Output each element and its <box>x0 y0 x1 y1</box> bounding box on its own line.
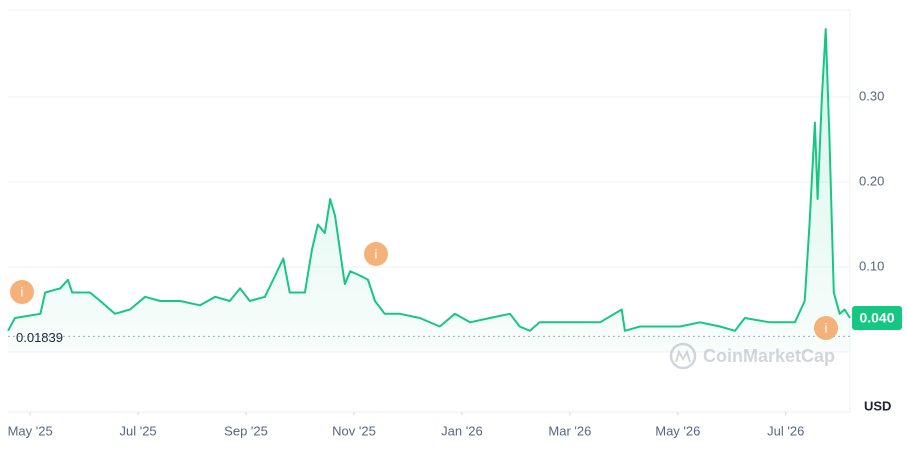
event-icon: i <box>21 284 24 299</box>
last-price-badge <box>852 306 902 330</box>
event-marker <box>364 242 388 266</box>
event-marker <box>814 316 838 340</box>
x-tick-label: Mar '26 <box>548 423 591 438</box>
x-tick-label: Jul '25 <box>119 423 156 438</box>
x-tick-label: May '26 <box>655 423 700 438</box>
x-tick-label: Jan '26 <box>441 423 483 438</box>
y-tick-label: 0.10 <box>859 258 884 273</box>
y-tick-label: 0.30 <box>859 88 884 103</box>
currency-label: USD <box>864 398 891 413</box>
event-marker <box>10 280 34 304</box>
y-tick-label: 0.20 <box>859 173 884 188</box>
event-icon: i <box>375 246 378 261</box>
price-line <box>7 28 851 332</box>
x-tick-label: Nov '25 <box>332 423 376 438</box>
last-price-label: 0.040 <box>859 310 894 326</box>
x-tick-label: Sep '25 <box>224 423 268 438</box>
x-tick-label: Jul '26 <box>767 423 804 438</box>
x-tick-label: May '25 <box>8 423 53 438</box>
area <box>8 29 850 352</box>
event-icon: i <box>825 320 828 335</box>
